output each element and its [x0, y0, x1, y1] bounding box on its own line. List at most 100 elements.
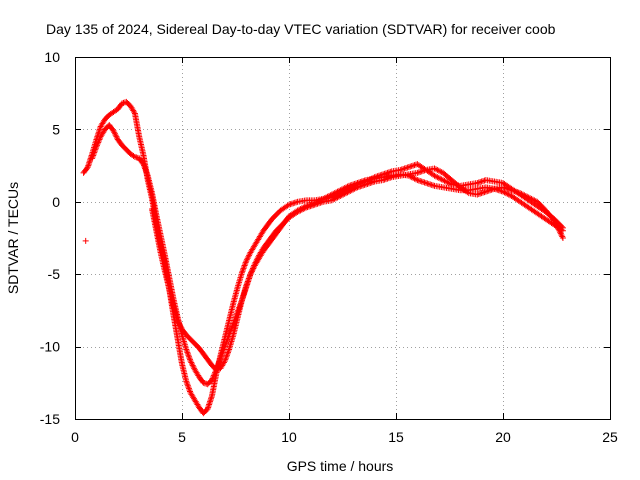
data-point: [521, 192, 528, 199]
data-point: [239, 268, 246, 275]
data-point: [324, 193, 331, 200]
data-point: [95, 137, 102, 144]
data-point: [246, 274, 253, 281]
data-point: [176, 320, 183, 327]
y-axis-label: SDTVAR / TECUs: [5, 182, 21, 294]
data-point: [334, 188, 341, 195]
data-point: [300, 204, 307, 211]
data-point: [140, 161, 147, 168]
data-point: [221, 345, 228, 352]
data-point: [248, 269, 255, 276]
data-point: [317, 197, 324, 204]
data-point: [407, 173, 414, 180]
y-tick-label: 0: [52, 194, 60, 210]
data-point: [559, 235, 566, 241]
data-point: [92, 146, 99, 153]
data-point: [335, 193, 342, 200]
data-point: [321, 195, 328, 202]
data-point: [500, 188, 506, 195]
data-point: [184, 382, 191, 389]
data-point: [244, 255, 251, 262]
data-point: [412, 176, 419, 183]
data-point: [505, 191, 512, 198]
y-tick-label: 10: [44, 49, 60, 65]
data-point: [333, 189, 340, 196]
data-point: [217, 355, 224, 362]
data-point: [215, 359, 222, 366]
data-point: [410, 174, 417, 181]
data-point: [184, 381, 191, 388]
data-point: [341, 185, 348, 192]
data-point: [90, 152, 97, 159]
data-point: [295, 206, 302, 213]
data-point: [142, 165, 149, 172]
data-point: [174, 317, 181, 324]
data-point: [184, 350, 191, 357]
data-point: [344, 183, 351, 190]
x-tick-label: 0: [71, 429, 79, 445]
data-point: [188, 359, 195, 366]
data-point: [249, 266, 256, 273]
data-point: [224, 350, 231, 357]
data-point: [92, 145, 99, 152]
data-point: [243, 258, 250, 265]
data-point: [337, 187, 344, 194]
data-point: [313, 199, 320, 206]
x-tick-label: 20: [495, 429, 511, 445]
data-point: [517, 190, 524, 197]
data-point: [141, 164, 148, 171]
data-point: [337, 193, 344, 200]
data-point: [83, 165, 90, 172]
y-tick-label: -10: [40, 339, 60, 355]
data-point: [187, 388, 194, 395]
data-point: [183, 347, 190, 354]
plot-frame: [75, 57, 611, 420]
data-point: [185, 352, 192, 359]
data-point: [330, 190, 337, 197]
data-point: [177, 323, 184, 330]
data-point: [89, 155, 96, 162]
data-point: [558, 226, 565, 233]
data-point: [343, 184, 350, 191]
x-tick-labels: 0 5 10 15 20 25: [71, 429, 618, 445]
data-point: [244, 279, 251, 286]
data-point: [142, 166, 149, 173]
data-point: [525, 194, 532, 201]
data-points: [80, 98, 566, 417]
data-point: [522, 193, 529, 200]
data-point: [216, 358, 223, 365]
data-point: [176, 321, 183, 328]
data-point: [318, 196, 325, 203]
data-point: [223, 352, 230, 359]
data-point: [225, 347, 232, 354]
data-point: [94, 142, 101, 149]
chart-title: Day 135 of 2024, Sidereal Day-to-day VTE…: [46, 21, 556, 37]
data-point: [220, 346, 227, 353]
data-point: [96, 136, 103, 143]
data-point: [411, 175, 418, 182]
data-point: [315, 198, 322, 205]
data-point: [94, 140, 101, 147]
data-point: [190, 363, 197, 370]
data-point: [97, 135, 104, 142]
data-point: [434, 174, 441, 181]
data-point: [131, 109, 138, 116]
data-point: [431, 172, 438, 179]
data-point: [216, 356, 223, 363]
data-point: [111, 129, 118, 136]
data-point: [220, 359, 227, 366]
data-point: [340, 191, 347, 198]
data-point: [243, 256, 250, 263]
data-point: [141, 162, 148, 169]
data-point: [527, 195, 534, 202]
data-point: [239, 266, 246, 273]
data-point: [208, 376, 215, 383]
data-point: [143, 168, 150, 175]
data-point: [344, 189, 351, 196]
data-point: [441, 177, 448, 184]
data-point: [188, 360, 195, 367]
data-point: [294, 207, 301, 214]
data-point: [95, 139, 102, 146]
y-tick-labels: -15 -10 -5 0 5 10: [40, 49, 60, 427]
